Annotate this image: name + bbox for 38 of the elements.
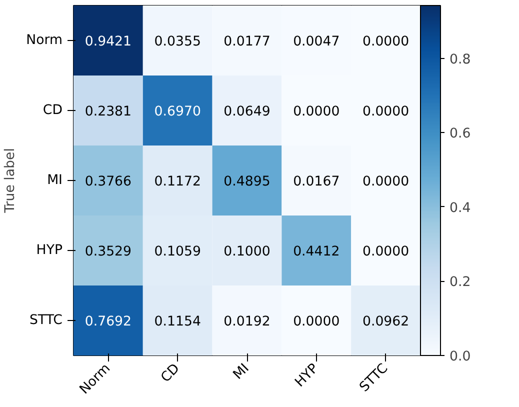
data-label: 0.1059	[154, 244, 201, 260]
x-tick-label: MI	[230, 361, 252, 383]
data-label: 0.6970	[154, 104, 201, 120]
color-bar-label: 0.0	[450, 350, 471, 364]
y-tick-label: CD	[42, 103, 63, 118]
data-label: 0.1000	[224, 244, 270, 260]
data-label: 0.2381	[84, 104, 132, 120]
data-label: 0.0649	[224, 104, 270, 120]
color-bar-label: 0.8	[450, 52, 471, 68]
data-label: 0.0047	[293, 34, 340, 50]
data-label: 0.0355	[154, 34, 201, 50]
data-label: 0.0000	[362, 34, 410, 50]
color-bar-label: 0.2	[450, 275, 471, 290]
data-label: 0.0192	[224, 314, 270, 330]
data-label: 0.1172	[154, 174, 201, 190]
data-label: 0.9421	[84, 34, 132, 50]
data-label: 0.0000	[293, 104, 340, 120]
data-label: 0.0167	[293, 174, 340, 190]
data-label: 0.0000	[362, 174, 410, 190]
data-label: 0.7692	[84, 314, 132, 330]
data-label: 0.3529	[84, 244, 132, 260]
data-label: 0.0000	[362, 104, 410, 120]
y-tick-label: MI	[47, 173, 63, 188]
data-label: 0.0000	[293, 314, 340, 330]
data-label: 0.0962	[362, 314, 410, 330]
y-tick-label: Norm	[26, 33, 63, 48]
data-label: 0.3766	[84, 174, 132, 190]
data-label: 0.4412	[293, 244, 340, 260]
y-tick-label: STTC	[29, 313, 63, 328]
color-bar-label: 0.4	[450, 200, 471, 216]
data-label: 0.4895	[224, 174, 270, 190]
data-label: 0.0177	[224, 34, 270, 50]
data-label: 0.0000	[362, 244, 410, 260]
x-tick-label: CD	[158, 361, 183, 386]
y-axis-title: True label	[3, 148, 18, 214]
data-label: 0.1154	[154, 314, 201, 330]
y-tick-label: HYP	[36, 243, 62, 258]
color-bar-label: 0.6	[450, 126, 471, 142]
